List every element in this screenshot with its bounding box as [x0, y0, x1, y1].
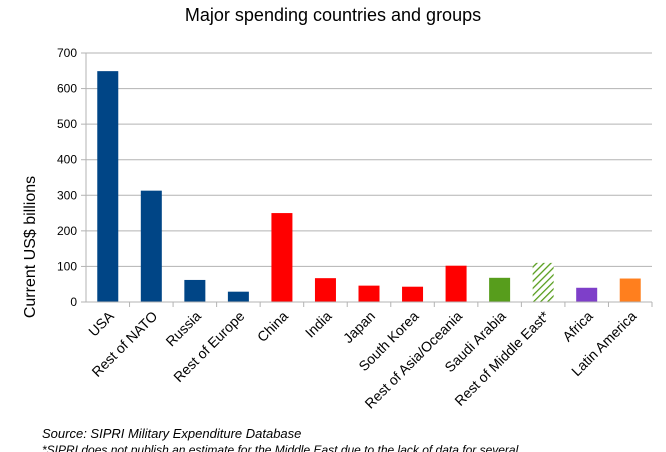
bar [619, 278, 641, 302]
footnote: *SIPRI does not publish an estimate for … [42, 443, 519, 452]
category-label: USA [85, 307, 117, 339]
y-tick-label: 0 [70, 295, 77, 309]
bar [97, 71, 119, 303]
y-tick-label: 400 [57, 153, 77, 167]
y-tick-label: 300 [57, 188, 77, 202]
bar [489, 277, 511, 302]
category-label: India [302, 308, 335, 341]
bar [227, 291, 249, 302]
source-note: Source: SIPRI Military Expenditure Datab… [42, 426, 302, 441]
bar [576, 287, 598, 302]
y-tick-label: 700 [57, 46, 77, 60]
bars [97, 71, 641, 303]
bar [140, 190, 162, 302]
bar [532, 262, 554, 302]
bar [271, 213, 293, 302]
category-label: Africa [559, 308, 596, 345]
bar [358, 285, 380, 302]
y-tick-label: 200 [57, 224, 77, 238]
y-tick-label: 100 [57, 259, 77, 273]
y-axis-ticks: 0 100 200 300 400 500 600 700 [57, 46, 86, 309]
category-label: China [254, 308, 291, 345]
category-label: Russia [162, 308, 204, 350]
axes [81, 53, 652, 303]
gridlines [86, 52, 652, 267]
category-label: Japan [340, 308, 378, 346]
bar [314, 278, 336, 302]
y-tick-label: 500 [57, 117, 77, 131]
chart-title: Major spending countries and groups [185, 5, 481, 25]
bar [402, 286, 424, 302]
bar [184, 279, 206, 302]
y-axis-label: Current US$ billions [22, 176, 39, 318]
bar [445, 265, 467, 302]
y-tick-label: 600 [57, 82, 77, 96]
